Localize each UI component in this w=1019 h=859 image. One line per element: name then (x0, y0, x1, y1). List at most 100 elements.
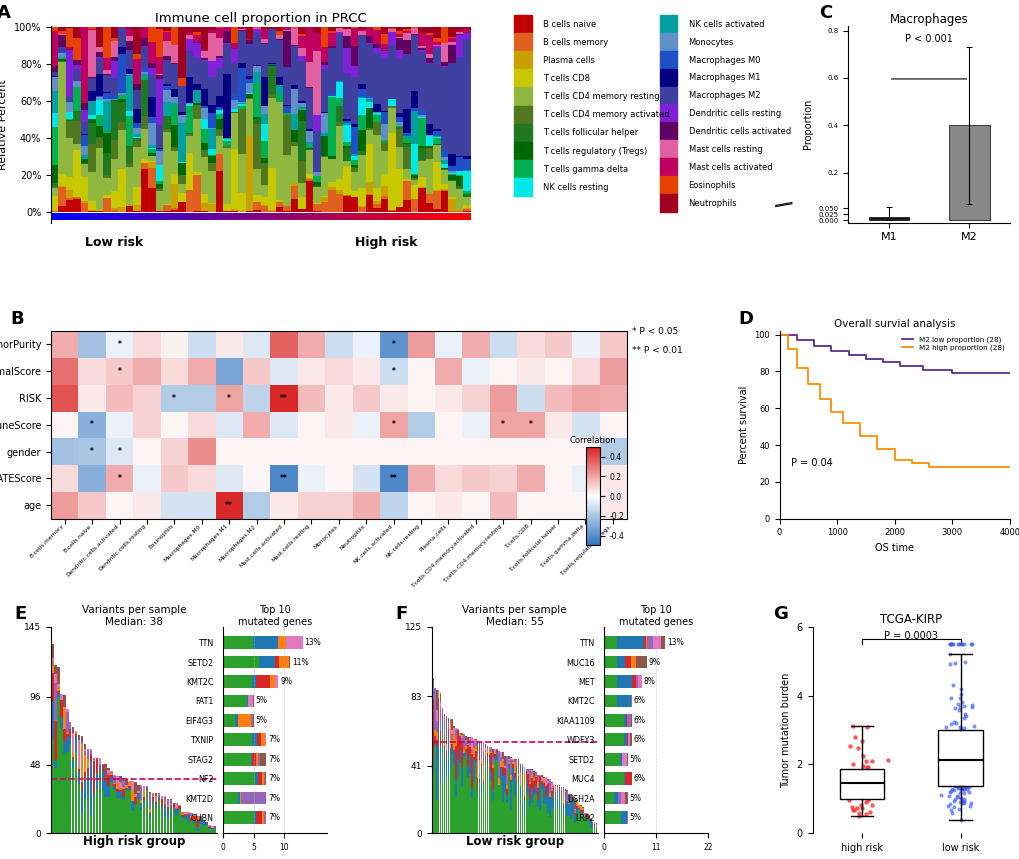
Bar (343, 214, 351, 220)
Bar (411, 175, 418, 178)
Bar (432, 678, 433, 681)
Text: Eosinophils: Eosinophils (688, 181, 736, 190)
Bar (73, 60, 81, 65)
Bar (128, 782, 130, 786)
Point (951, 726, 967, 740)
Bar (223, 792, 237, 804)
Bar (552, 797, 554, 808)
Bar (141, 72, 149, 75)
Bar (133, 147, 141, 186)
Bar (471, 750, 472, 752)
Bar (380, 186, 388, 197)
Point (945, 752, 961, 766)
Bar (81, 27, 89, 103)
Bar (171, 64, 178, 89)
Bar (659, 158, 677, 176)
M2 low proportion (28) (876, 357, 889, 368)
Bar (163, 804, 166, 819)
Bar (96, 97, 103, 100)
Bar (275, 94, 283, 101)
Bar (554, 786, 556, 788)
Bar (366, 98, 373, 99)
Bar (72, 769, 74, 833)
Bar (403, 181, 411, 199)
Bar (313, 51, 321, 114)
Text: T cells CD4 memory activated: T cells CD4 memory activated (543, 110, 669, 119)
Bar (554, 785, 556, 786)
Bar (283, 206, 290, 211)
Bar (103, 99, 111, 101)
Bar (133, 795, 137, 797)
Text: T cells regulatory (Tregs): T cells regulatory (Tregs) (543, 147, 647, 155)
Bar (335, 27, 343, 32)
Bar (268, 27, 275, 28)
Bar (388, 133, 395, 210)
Point (950, 777, 966, 790)
Bar (523, 796, 525, 801)
Bar (433, 744, 435, 746)
Point (946, 756, 962, 770)
Text: T cells follicular helper: T cells follicular helper (543, 128, 638, 137)
Bar (51, 701, 54, 739)
Bar (449, 720, 450, 722)
Bar (328, 33, 335, 46)
Point (849, 741, 865, 755)
Point (956, 773, 972, 787)
Bar (328, 187, 335, 190)
Bar (131, 789, 133, 801)
Bar (111, 27, 118, 39)
Bar (574, 814, 576, 823)
Bar (548, 779, 550, 781)
Bar (373, 113, 380, 115)
Bar (447, 181, 455, 198)
Bar (201, 106, 208, 108)
Bar (582, 813, 583, 833)
Bar (298, 103, 306, 107)
Bar (111, 96, 118, 99)
Point (853, 801, 869, 815)
Point (943, 734, 959, 747)
Bar (96, 758, 98, 759)
Point (856, 773, 872, 787)
Bar (261, 76, 268, 106)
Bar (107, 773, 110, 774)
Bar (194, 43, 201, 58)
Bar (290, 199, 298, 211)
Bar (471, 753, 472, 788)
Point (955, 777, 971, 790)
Bar (351, 126, 358, 154)
Bar (574, 823, 576, 833)
Bar (373, 52, 380, 104)
Bar (425, 149, 433, 159)
Bar (196, 816, 199, 820)
Bar (99, 771, 101, 833)
Bar (51, 186, 58, 188)
Bar (411, 107, 418, 111)
Bar (143, 791, 146, 797)
Bar (107, 797, 110, 833)
Text: 6%: 6% (633, 774, 645, 783)
Bar (256, 811, 262, 824)
Bar (451, 719, 452, 730)
Point (944, 637, 960, 651)
Bar (321, 69, 328, 113)
Bar (488, 755, 490, 757)
Bar (503, 756, 505, 766)
Bar (447, 46, 455, 64)
Bar (484, 760, 486, 833)
Bar (476, 797, 478, 833)
Bar (418, 33, 425, 46)
Bar (223, 43, 230, 44)
Bar (313, 204, 321, 211)
Bar (560, 788, 561, 789)
Bar (149, 813, 151, 814)
Bar (490, 752, 491, 772)
Bar (432, 700, 433, 758)
Bar (89, 123, 96, 144)
Text: **: ** (280, 393, 287, 403)
Bar (137, 799, 140, 833)
Bar (461, 786, 463, 833)
Bar (201, 150, 208, 157)
Point (951, 750, 967, 764)
Bar (351, 172, 358, 191)
